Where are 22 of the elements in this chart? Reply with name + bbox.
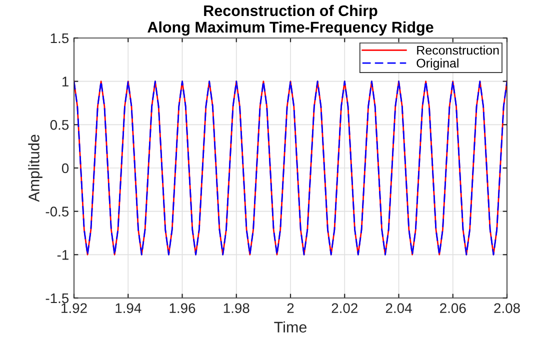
y-axis-title: Amplitude: [28, 134, 42, 202]
x-tick-label: 1.98: [224, 303, 250, 314]
x-tick-label: 1.92: [62, 303, 87, 314]
x-tick-label: 2: [287, 303, 294, 313]
y-tick-label: 0.5: [50, 120, 69, 130]
x-tick-label: 2.04: [386, 303, 412, 314]
chart-title: Reconstruction of Chirp Along Maximum Time-Frequency Ridge: [148, 4, 434, 36]
line-series: [74, 80, 507, 256]
x-tick-label: 1.96: [170, 303, 196, 314]
legend-label: Reconstruction: [417, 46, 499, 55]
y-tick-label: -0.5: [46, 206, 69, 217]
x-tick-label: 2.08: [494, 303, 520, 314]
x-tick-label: 2.02: [332, 303, 358, 314]
x-tick-label: 1.94: [116, 303, 142, 314]
y-tick-label: -1.5: [46, 293, 69, 304]
x-axis-title: Time: [274, 321, 307, 333]
y-tick-label: 1: [62, 76, 68, 86]
x-tick-label: 2.06: [440, 303, 466, 314]
y-tick-label: 0: [62, 163, 69, 174]
y-tick-label: 1.5: [50, 33, 69, 44]
legend-label: Original: [416, 58, 458, 70]
y-tick-label: -1: [57, 250, 68, 260]
